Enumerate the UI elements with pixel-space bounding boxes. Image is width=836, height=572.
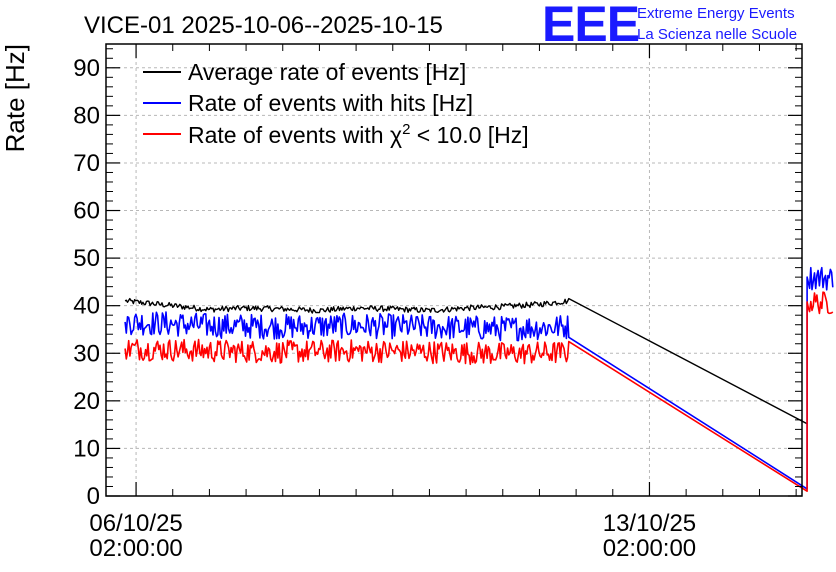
logo-line1: Extreme Energy Events	[637, 5, 795, 22]
grid-lines	[106, 44, 802, 496]
y-tick-label: 10	[73, 435, 100, 462]
legend-chi2-suffix: < 10.0 [Hz]	[410, 122, 528, 148]
x-tick-label-time: 02:00:00	[603, 535, 696, 562]
legend-label-chi2: Rate of events with χ2 < 10.0 [Hz]	[188, 121, 529, 148]
plot-frame	[105, 43, 803, 497]
chart-title: VICE-01 2025-10-06--2025-10-15	[84, 12, 443, 39]
y-tick-label: 50	[73, 245, 100, 272]
y-tick-label: 60	[73, 198, 100, 225]
y-tick-label: 90	[73, 55, 100, 82]
x-tick-label-date: 13/10/25	[603, 510, 696, 537]
x-tick-label-time: 02:00:00	[89, 535, 182, 562]
y-axis-label: Rate [Hz]	[0, 44, 30, 152]
legend-label-hits: Rate of events with hits [Hz]	[188, 90, 473, 116]
series-layer	[124, 266, 834, 492]
y-tick-label: 20	[73, 388, 100, 415]
series-hits-rate	[124, 266, 834, 490]
legend: Average rate of events [Hz] Rate of even…	[143, 59, 529, 148]
y-tick-label: 80	[73, 102, 100, 129]
y-tick-label: 70	[73, 150, 100, 177]
axis-ticks: 010203040506070809006/10/2502:00:0013/10…	[73, 44, 802, 562]
y-tick-label: 40	[73, 293, 100, 320]
logo-line2: La Scienza nelle Scuole	[637, 26, 797, 43]
x-tick-label-date: 06/10/25	[89, 510, 182, 537]
eee-logo-mark: EEE	[542, 0, 639, 52]
y-tick-label: 30	[73, 340, 100, 367]
legend-chi2-prefix: Rate of events with	[188, 122, 390, 148]
series-average-rate	[124, 297, 808, 425]
legend-chi2-symbol: χ	[390, 122, 402, 148]
series-chi2-rate	[124, 291, 834, 492]
legend-label-average: Average rate of events [Hz]	[188, 59, 466, 85]
y-tick-label: 0	[87, 483, 100, 510]
legend-chi2-sup: 2	[402, 121, 410, 138]
eee-logo: EEE Extreme Energy Events La Scienza nel…	[542, 0, 797, 52]
